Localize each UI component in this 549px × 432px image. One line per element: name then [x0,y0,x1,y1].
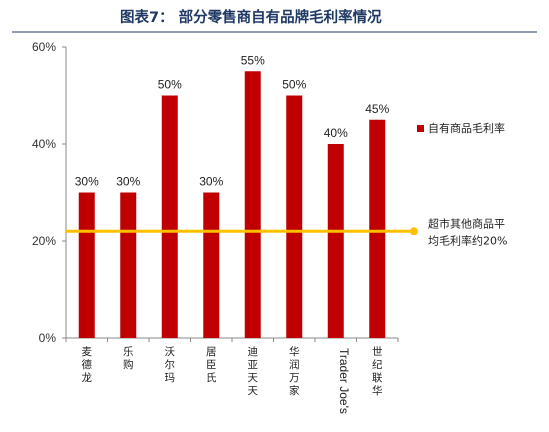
bar-value-label: 45% [365,102,389,116]
bar-value-label: 55% [241,53,265,67]
bar-value-label: 50% [282,78,306,92]
bar [161,95,178,338]
category-labels: 麦德龙 乐购 沃尔玛 居臣氏 迪亚天天 华润万家 Trader Joe's 世纪联华 [82,345,384,414]
y-tick-label: 0% [39,331,57,345]
bar [369,119,386,338]
reference-line-marker [410,227,418,236]
category-label: 世纪联华 [372,346,383,397]
bar [120,192,137,338]
y-tick-label: 60% [32,40,56,54]
category-label: 迪亚天天 [248,346,259,397]
chart-title: 图表7： 部分零售商自有品牌毛利率情况 [120,8,382,26]
legend: 自有商品毛利率 [417,121,505,135]
bars [78,71,386,338]
bar [327,144,344,338]
bar-value-label: 40% [324,126,348,140]
bar-value-label: 30% [199,175,223,189]
category-label: 麦德龙 [82,346,93,384]
bar [244,71,261,338]
y-tick-label: 40% [32,137,56,151]
y-tick-label: 20% [32,234,56,248]
legend-label: 自有商品毛利率 [428,121,505,135]
bar [286,95,303,338]
legend-swatch [417,125,424,132]
category-label: Trader Joe's [337,348,351,414]
category-label: 居臣氏 [206,346,217,384]
reference-line-group: 超市其他商品平均毛利率约20% [66,216,507,247]
data-labels: 30% 30% 50% 30% 55% 50% 40% 45% [75,53,390,188]
bar [78,192,95,338]
bar-value-label: 30% [116,175,140,189]
category-label: 乐购 [123,346,134,371]
reference-line-label: 超市其他商品平均毛利率约20% [428,216,507,247]
category-label: 沃尔玛 [165,346,176,384]
bar-value-label: 30% [75,175,99,189]
category-label: 华润万家 [289,345,300,397]
bar-value-label: 50% [158,78,182,92]
bar [203,192,220,338]
